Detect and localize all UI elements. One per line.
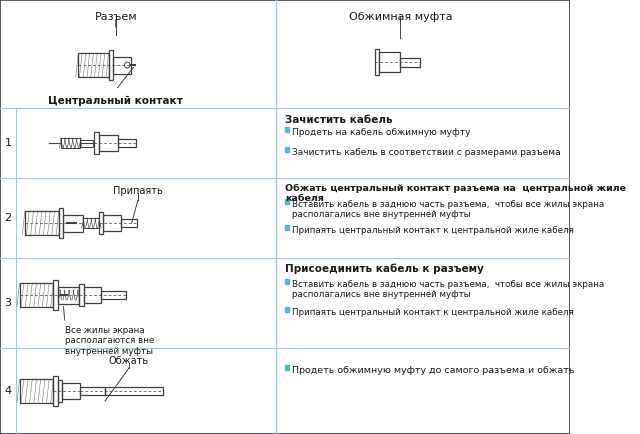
Bar: [103, 215, 121, 231]
Text: Все жилы экрана
располагаются вне
внутренней муфты: Все жилы экрана располагаются вне внутре…: [65, 326, 154, 356]
Text: Разъем: Разъем: [94, 12, 137, 22]
Bar: [62, 383, 80, 399]
Bar: [379, 52, 401, 72]
Bar: [53, 376, 58, 406]
Bar: [94, 132, 99, 154]
Bar: [99, 212, 103, 234]
Text: Присоединить кабель к разъему: Присоединить кабель к разъему: [285, 264, 484, 274]
Bar: [374, 49, 379, 75]
Bar: [84, 287, 102, 303]
Bar: [61, 138, 80, 148]
Text: Продеть на кабель обжимную муфту: Продеть на кабель обжимную муфту: [292, 128, 470, 137]
Text: Припаять центральный контакт к центральной жиле кабеля: Припаять центральный контакт к центральн…: [292, 308, 574, 317]
Bar: [121, 219, 137, 227]
Bar: [113, 56, 131, 73]
Text: Вставить кабель в заднюю часть разъема,  чтобы все жилы экрана
располагались вне: Вставить кабель в заднюю часть разъема, …: [292, 280, 604, 299]
Bar: [285, 279, 289, 284]
Bar: [53, 280, 58, 310]
Bar: [401, 57, 420, 66]
Bar: [285, 225, 289, 230]
Bar: [102, 291, 126, 299]
Bar: [63, 214, 83, 231]
Bar: [58, 380, 62, 402]
Text: 4: 4: [4, 386, 12, 396]
Text: Вставить кабель в заднюю часть разъема,  чтобы все жилы экрана
располагались вне: Вставить кабель в заднюю часть разъема, …: [292, 200, 604, 220]
Bar: [80, 139, 93, 147]
Bar: [78, 53, 109, 77]
Bar: [285, 307, 289, 312]
Bar: [285, 199, 289, 204]
Bar: [118, 139, 136, 147]
Text: 3: 3: [4, 298, 12, 308]
Text: Зачистить кабель в соответствии с размерами разъема: Зачистить кабель в соответствии с размер…: [292, 148, 561, 157]
Bar: [25, 211, 59, 235]
Bar: [20, 283, 53, 307]
Text: Обжать: Обжать: [109, 356, 149, 366]
Text: Обжать центральный контакт разъема на  центральной жиле кабеля: Обжать центральный контакт разъема на це…: [285, 184, 626, 204]
Text: 1: 1: [4, 138, 12, 148]
Text: Припаять центральный контакт к центральной жиле кабеля: Припаять центральный контакт к центральн…: [292, 226, 574, 235]
Bar: [285, 365, 289, 370]
Bar: [285, 147, 289, 152]
Text: Припаять: Припаять: [113, 186, 163, 196]
Text: 2: 2: [4, 213, 12, 223]
Bar: [58, 286, 79, 303]
Bar: [20, 379, 53, 403]
Text: Продеть обжимную муфту до самого разъема и обжать: Продеть обжимную муфту до самого разъема…: [292, 366, 574, 375]
Bar: [79, 284, 84, 306]
Bar: [285, 127, 289, 132]
Text: Зачистить кабель: Зачистить кабель: [285, 115, 392, 125]
Bar: [105, 387, 163, 395]
Bar: [59, 208, 63, 238]
Bar: [80, 387, 105, 395]
Text: Обжимная муфта: Обжимная муфта: [349, 12, 452, 22]
Bar: [109, 50, 113, 80]
Bar: [99, 135, 118, 151]
Bar: [83, 218, 99, 228]
Text: Центральный контакт: Центральный контакт: [48, 96, 183, 106]
